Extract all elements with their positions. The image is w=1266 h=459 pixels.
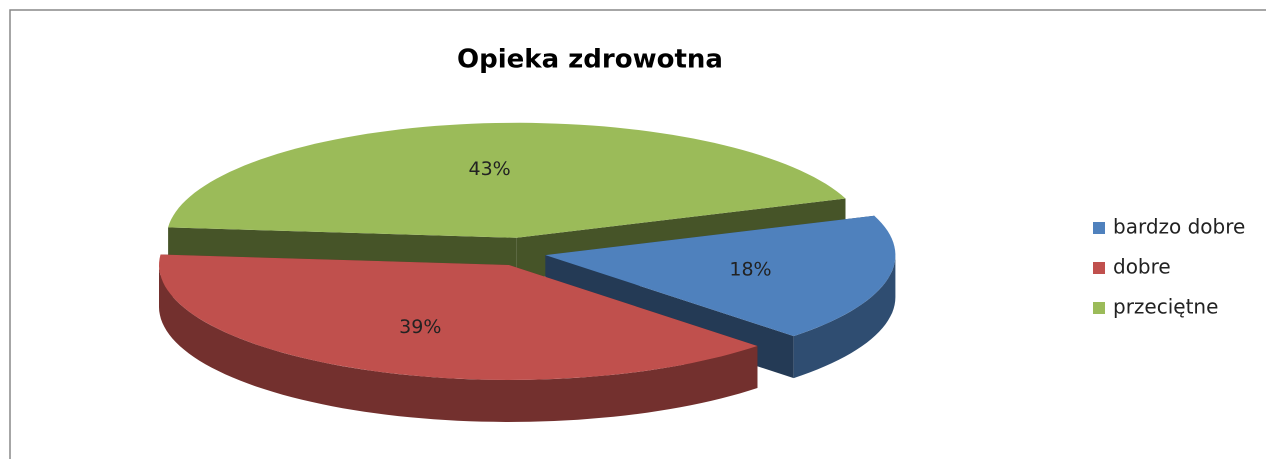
data-label: 18% bbox=[729, 258, 771, 280]
data-label: 43% bbox=[468, 158, 510, 180]
legend-label: dobre bbox=[1113, 255, 1171, 279]
slice-side bbox=[159, 265, 758, 422]
legend-swatch bbox=[1093, 222, 1105, 234]
slice-top bbox=[545, 215, 896, 337]
data-label: 39% bbox=[399, 316, 441, 338]
chart-title: Opieka zdrowotna bbox=[457, 45, 723, 75]
legend-label: przeciętne bbox=[1113, 295, 1218, 319]
slice-top bbox=[159, 254, 758, 380]
legend-swatch bbox=[1093, 262, 1105, 274]
legend-swatch bbox=[1093, 302, 1105, 314]
legend-label: bardzo dobre bbox=[1113, 215, 1245, 239]
pie-slice bbox=[159, 254, 758, 422]
slice-side bbox=[793, 255, 896, 379]
slice-top bbox=[168, 122, 846, 238]
